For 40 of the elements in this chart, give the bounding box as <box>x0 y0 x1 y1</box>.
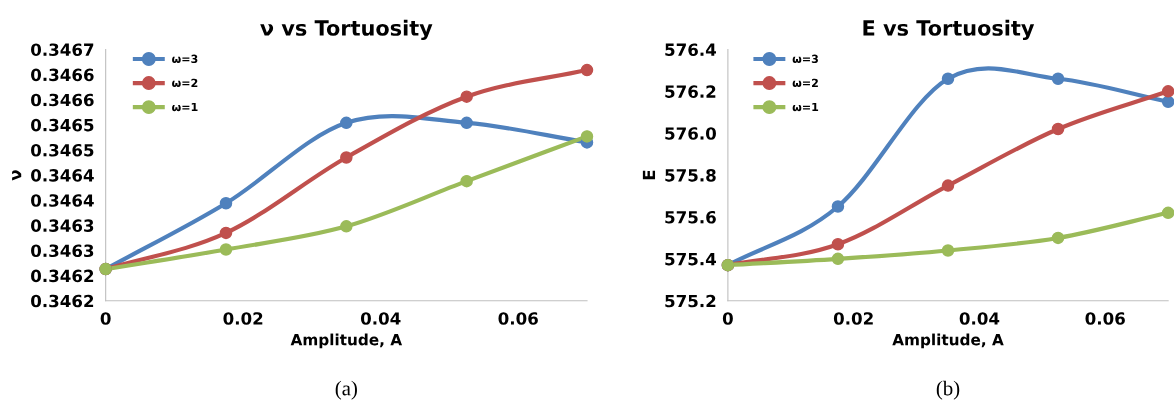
x-tick-label: 0.06 <box>498 312 538 325</box>
x-tick-label: 0.02 <box>833 312 873 325</box>
y-tick-label: 0.3463 <box>31 219 94 232</box>
chart-title: ν vs Tortuosity <box>260 19 433 41</box>
y-tick-label: 576.2 <box>665 85 716 98</box>
legend-label: ω=3 <box>172 54 198 64</box>
x-tick-label: 0 <box>722 312 733 325</box>
y-tick-label: 575.2 <box>665 294 716 308</box>
y-tick-label: 0.3466 <box>31 93 94 107</box>
y-axis-title: ν <box>12 170 22 181</box>
legend-label: ω=3 <box>792 54 818 64</box>
x-tick-label: 0.06 <box>1085 312 1125 325</box>
y-tick-label: 575.4 <box>665 253 716 266</box>
y-tick-label: 0.3462 <box>31 269 94 283</box>
x-axis-title: Amplitude, A <box>892 333 1004 349</box>
y-tick-label: 0.3464 <box>31 169 94 182</box>
legend-label: ω=2 <box>792 78 818 88</box>
legend-label: ω=1 <box>172 102 198 112</box>
x-tick-label: 0.04 <box>959 312 1000 325</box>
x-tick-label: 0.02 <box>223 312 263 325</box>
y-tick-label: 575.8 <box>665 169 716 182</box>
y-axis-title: E <box>642 170 656 180</box>
x-tick-label: 0.04 <box>360 312 401 325</box>
y-tick-label: 0.3466 <box>31 68 94 82</box>
x-axis-title: Amplitude, A <box>290 333 403 349</box>
y-tick-label: 576.0 <box>665 127 716 140</box>
text: (b) <box>936 380 960 400</box>
y-tick-label: 0.3463 <box>31 244 94 258</box>
y-tick-label: 0.3465 <box>31 118 94 132</box>
y-tick-label: 0.3467 <box>31 43 94 57</box>
y-tick-label: 576.4 <box>665 43 716 57</box>
chart-title: E vs Tortuosity <box>863 19 1035 41</box>
y-tick-label: 0.3465 <box>31 143 94 157</box>
y-tick-label: 575.6 <box>665 210 716 224</box>
legend-label: ω=2 <box>172 78 198 88</box>
legend-label: ω=1 <box>792 102 819 112</box>
y-tick-label: 0.3462 <box>31 294 94 308</box>
x-tick-label: 0 <box>100 312 111 325</box>
text: (a) <box>335 380 357 400</box>
y-tick-label: 0.3464 <box>31 194 94 207</box>
